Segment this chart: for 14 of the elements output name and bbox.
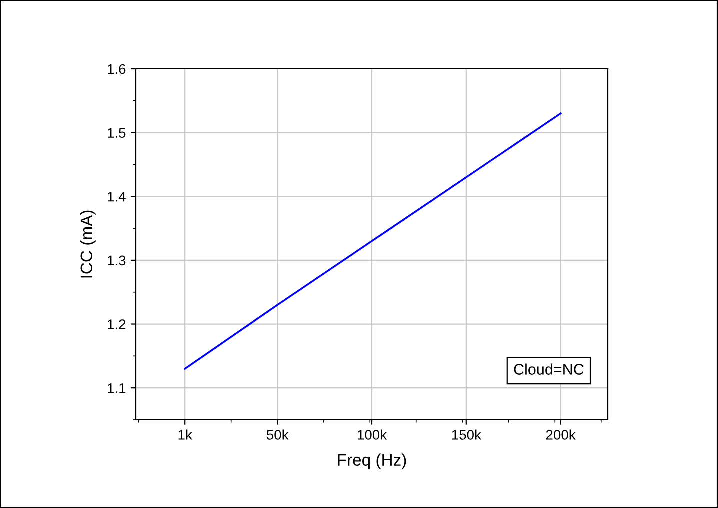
y-axis-title: ICC (mA): [80, 210, 96, 278]
x-tick-label: 100k: [358, 430, 388, 440]
x-tick-label: 50k: [266, 430, 289, 440]
x-axis-title: Freq (Hz): [338, 454, 406, 470]
y-tick-label: 1.2: [108, 320, 126, 330]
x-tick-label: 1k: [178, 430, 192, 440]
y-tick-label: 1.5: [108, 128, 126, 138]
y-tick-label: 1.4: [108, 192, 126, 202]
x-tick-label: 200k: [546, 430, 576, 440]
y-tick-label: 1.6: [108, 64, 126, 74]
annotation: Cloud=NC: [514, 364, 584, 375]
x-tick-label: 150k: [452, 430, 482, 440]
y-tick-label: 1.3: [108, 256, 126, 266]
y-tick-label: 1.1: [108, 384, 126, 394]
